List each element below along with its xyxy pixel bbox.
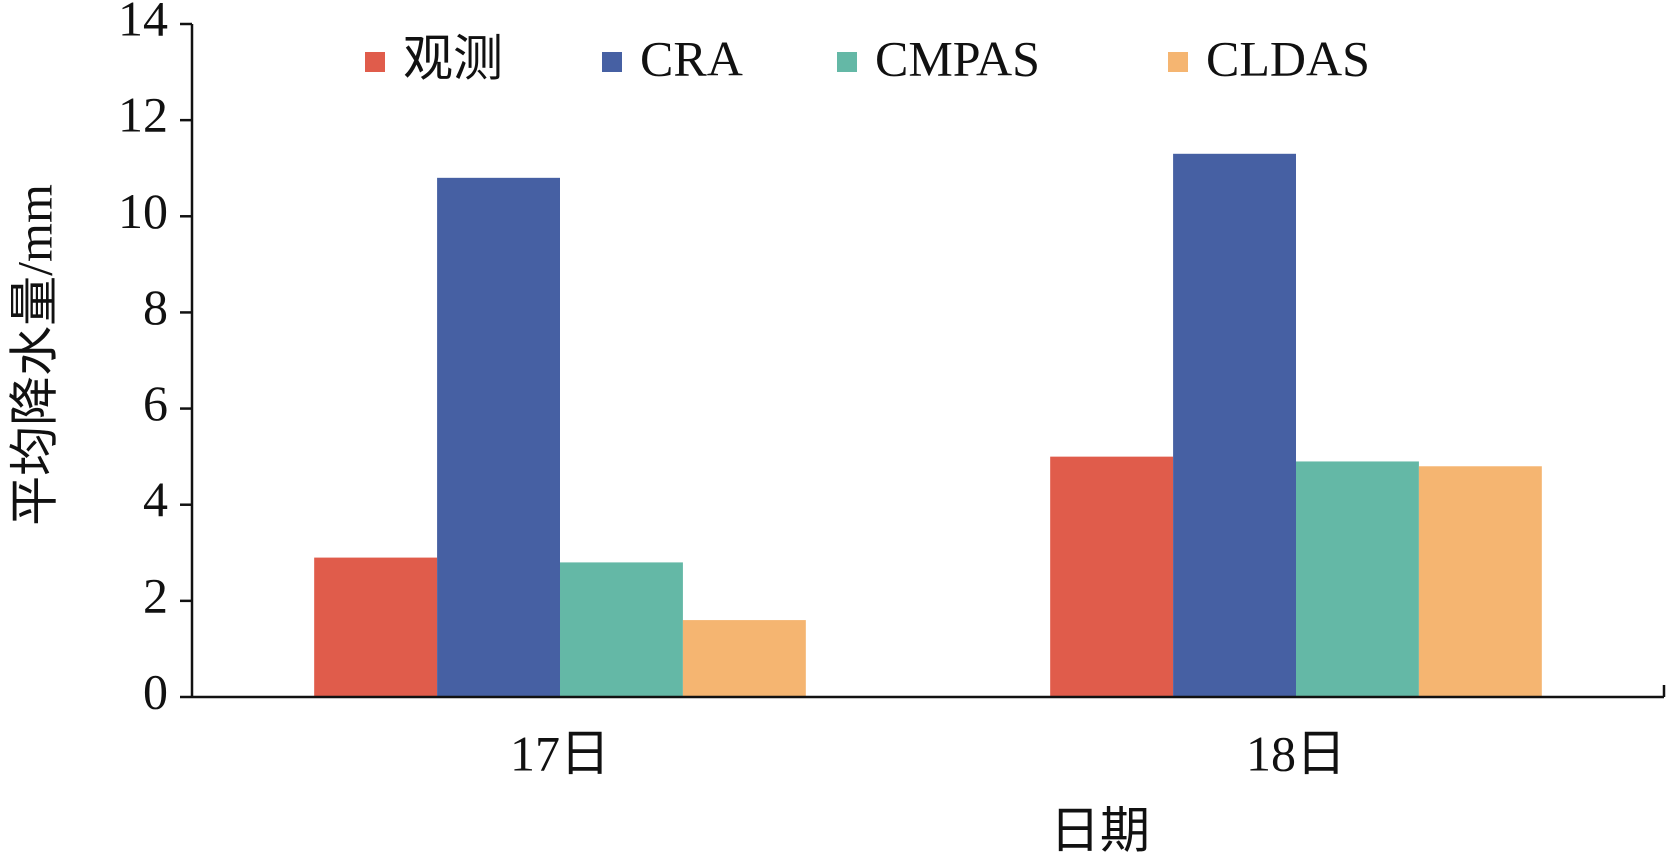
x-tick-label: 17日 — [510, 725, 610, 781]
bar — [1296, 461, 1419, 697]
y-tick-label: 12 — [118, 87, 168, 143]
legend-label: CLDAS — [1206, 30, 1370, 86]
y-tick-label: 10 — [118, 183, 168, 239]
y-tick-label: 4 — [143, 471, 168, 527]
y-tick-label: 6 — [143, 375, 168, 431]
legend-label: 观测 — [403, 30, 503, 86]
y-tick-label: 8 — [143, 279, 168, 335]
legend-swatch — [837, 52, 857, 72]
legend-label: CRA — [640, 30, 743, 86]
legend-swatch — [1168, 52, 1188, 72]
bar — [1173, 153, 1296, 698]
bar — [437, 177, 560, 698]
legend-label: CMPAS — [875, 30, 1040, 86]
y-tick-label: 2 — [143, 567, 168, 623]
y-axis-title: 平均降水量/mm — [6, 184, 62, 526]
bar — [682, 620, 806, 697]
bar — [1050, 456, 1174, 697]
bar — [560, 562, 683, 697]
x-axis-title: 日期 — [1050, 802, 1150, 858]
legend-swatch — [602, 52, 622, 72]
x-tick-label: 18日 — [1246, 725, 1346, 781]
y-tick-label: 14 — [118, 0, 168, 46]
bar — [314, 557, 438, 697]
bar — [1418, 466, 1542, 697]
y-tick-label: 0 — [143, 663, 168, 719]
legend-swatch — [365, 52, 385, 72]
